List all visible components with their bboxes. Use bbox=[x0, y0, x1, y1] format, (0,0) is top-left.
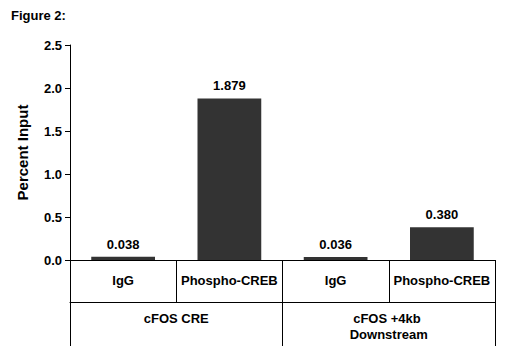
svg-text:2.5: 2.5 bbox=[44, 38, 62, 53]
svg-text:IgG: IgG bbox=[325, 273, 347, 288]
svg-text:1.879: 1.879 bbox=[213, 78, 246, 93]
svg-text:0.0: 0.0 bbox=[44, 253, 62, 268]
svg-text:cFOS +4kb: cFOS +4kb bbox=[353, 311, 424, 326]
svg-text:Figure 2:: Figure 2: bbox=[11, 8, 66, 23]
svg-text:Phospho-CREB: Phospho-CREB bbox=[393, 273, 490, 288]
svg-text:cFOS CRE: cFOS CRE bbox=[144, 311, 209, 326]
svg-text:0.380: 0.380 bbox=[426, 207, 459, 222]
svg-text:1.5: 1.5 bbox=[44, 124, 62, 139]
svg-text:2.0: 2.0 bbox=[44, 81, 62, 96]
svg-text:IgG: IgG bbox=[112, 273, 134, 288]
svg-text:0.036: 0.036 bbox=[319, 237, 352, 252]
svg-text:Downstream: Downstream bbox=[350, 327, 428, 342]
svg-text:0.038: 0.038 bbox=[107, 237, 140, 252]
svg-text:Percent Input: Percent Input bbox=[14, 105, 31, 201]
svg-text:0.5: 0.5 bbox=[44, 210, 62, 225]
svg-text:1.0: 1.0 bbox=[44, 167, 62, 182]
svg-text:Phospho-CREB: Phospho-CREB bbox=[181, 273, 278, 288]
